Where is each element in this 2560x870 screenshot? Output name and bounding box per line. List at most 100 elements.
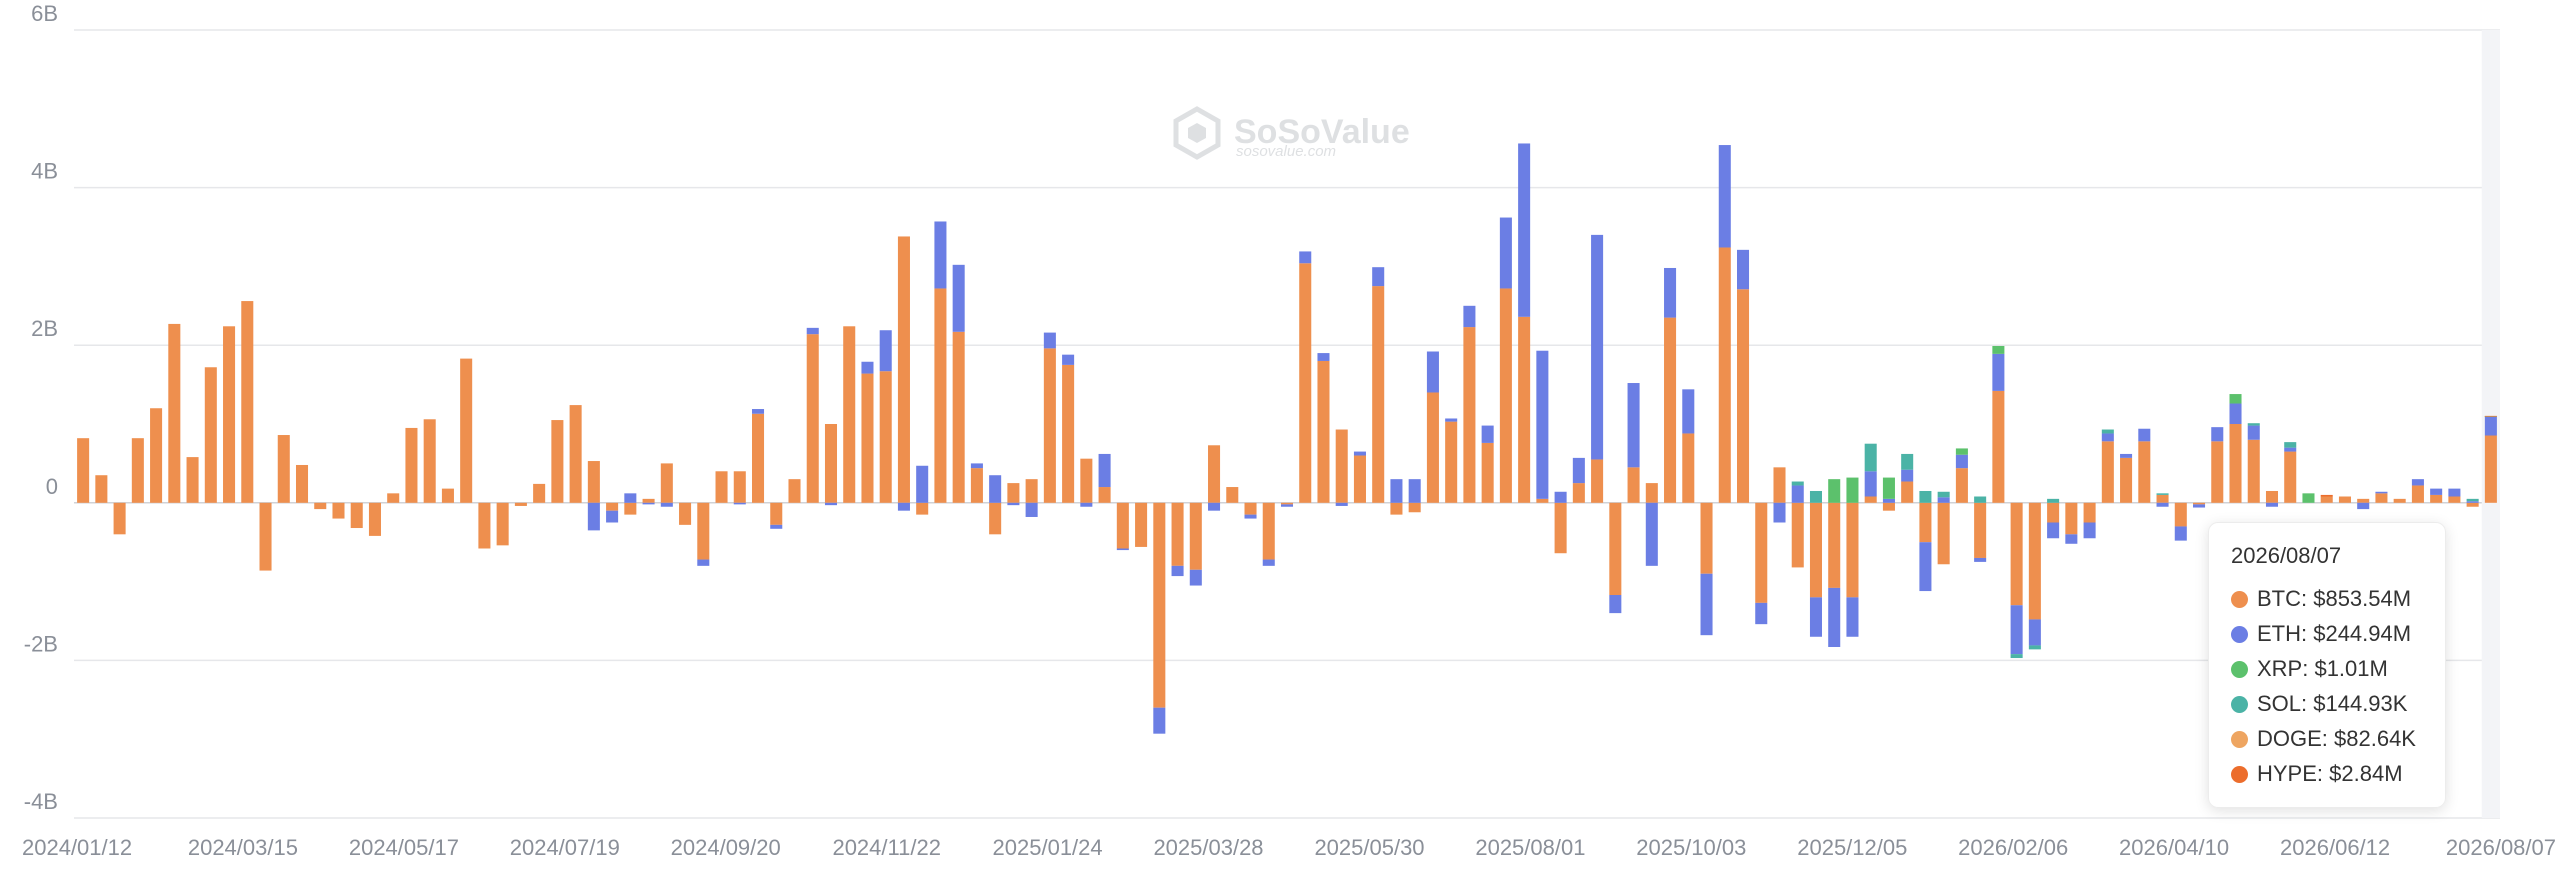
bar-btc[interactable] <box>1955 468 1968 503</box>
bar-btc[interactable] <box>1353 455 1366 503</box>
bar-eth[interactable] <box>916 465 929 503</box>
bar-btc[interactable] <box>2430 494 2443 503</box>
bar-btc[interactable] <box>2138 441 2151 503</box>
bar-btc[interactable] <box>1536 498 1549 503</box>
bar-btc[interactable] <box>478 502 491 549</box>
bar-btc[interactable] <box>387 493 400 503</box>
bar-eth[interactable] <box>1809 597 1822 637</box>
bar-sol[interactable] <box>1919 490 1932 503</box>
bar-btc[interactable] <box>1080 458 1093 503</box>
bar-eth[interactable] <box>989 475 1002 503</box>
bar-eth[interactable] <box>1664 267 1677 318</box>
bar-btc[interactable] <box>1554 502 1567 554</box>
bar-btc[interactable] <box>2120 457 2133 503</box>
bar-eth[interactable] <box>2247 425 2260 440</box>
bar-sol[interactable] <box>1937 491 1950 498</box>
bar-eth[interactable] <box>1317 353 1330 361</box>
bar-btc[interactable] <box>1937 502 1950 565</box>
bar-eth[interactable] <box>1062 354 1075 365</box>
bar-btc[interactable] <box>2247 439 2260 503</box>
bar-btc[interactable] <box>77 438 90 503</box>
bar-btc[interactable] <box>1408 502 1421 513</box>
bar-btc[interactable] <box>496 502 509 546</box>
bar-eth[interactable] <box>2484 416 2497 436</box>
bar-eth[interactable] <box>2430 488 2443 495</box>
bar-btc[interactable] <box>1280 502 1294 505</box>
bar-btc[interactable] <box>2320 496 2333 503</box>
bar-btc[interactable] <box>1007 483 1020 503</box>
bar-eth[interactable] <box>2265 502 2279 507</box>
bar-btc[interactable] <box>1682 433 1695 503</box>
bar-eth[interactable] <box>2466 501 2479 503</box>
bar-btc[interactable] <box>806 334 819 503</box>
bar-eth[interactable] <box>1208 502 1221 511</box>
bar-btc[interactable] <box>2411 485 2424 503</box>
bar-eth[interactable] <box>1445 418 1458 422</box>
bar-btc[interactable] <box>715 471 728 503</box>
bar-btc[interactable] <box>423 419 436 503</box>
bar-eth[interactable] <box>1499 217 1512 289</box>
bar-eth[interactable] <box>660 502 673 507</box>
bar-eth[interactable] <box>1992 353 2005 391</box>
bar-btc[interactable] <box>514 502 527 506</box>
bar-xrp[interactable] <box>1828 479 1841 503</box>
bar-btc[interactable] <box>788 479 801 503</box>
bar-btc[interactable] <box>569 405 582 503</box>
bar-eth[interactable] <box>2284 447 2297 452</box>
bar-eth[interactable] <box>1955 454 1968 469</box>
bar-eth[interactable] <box>2083 522 2096 539</box>
bar-eth[interactable] <box>879 330 892 372</box>
bar-eth[interactable] <box>587 502 600 531</box>
bar-btc[interactable] <box>2193 502 2206 505</box>
bar-eth[interactable] <box>1463 305 1476 328</box>
bar-btc[interactable] <box>1518 316 1531 503</box>
bar-eth[interactable] <box>2120 453 2133 458</box>
bar-eth[interactable] <box>1408 479 1421 503</box>
bar-btc[interactable] <box>1591 459 1604 503</box>
bar-btc[interactable] <box>606 502 619 511</box>
bar-btc[interactable] <box>1718 247 1731 503</box>
bar-btc[interactable] <box>1135 502 1148 547</box>
bar-btc[interactable] <box>879 371 892 503</box>
bar-btc[interactable] <box>1244 502 1257 515</box>
bar-eth[interactable] <box>2229 403 2242 424</box>
bar-btc[interactable] <box>441 488 454 503</box>
bar-btc[interactable] <box>2448 496 2461 503</box>
bar-btc[interactable] <box>1335 429 1348 503</box>
bar-btc[interactable] <box>897 236 910 503</box>
bar-xrp[interactable] <box>1846 477 1859 503</box>
bar-btc[interactable] <box>405 427 418 503</box>
bar-btc[interactable] <box>679 502 692 525</box>
bar-btc[interactable] <box>186 457 199 503</box>
bar-eth[interactable] <box>1080 502 1093 507</box>
bar-btc[interactable] <box>1499 288 1512 503</box>
bar-eth[interactable] <box>1627 383 1640 468</box>
bar-eth[interactable] <box>1098 453 1111 488</box>
bar-btc[interactable] <box>150 408 163 503</box>
bar-btc[interactable] <box>1737 289 1750 503</box>
bar-eth[interactable] <box>2174 526 2187 541</box>
bar-btc[interactable] <box>2284 451 2297 503</box>
bar-eth[interactable] <box>897 502 910 511</box>
bar-btc[interactable] <box>1974 502 1987 558</box>
bar-eth[interactable] <box>1518 143 1531 317</box>
bar-eth[interactable] <box>1974 557 1987 562</box>
bar-eth[interactable] <box>1791 485 1804 503</box>
bar-sol[interactable] <box>2156 493 2169 495</box>
bar-btc[interactable] <box>624 502 637 515</box>
bar-eth[interactable] <box>733 502 746 505</box>
bar-btc[interactable] <box>1098 487 1111 503</box>
bar-eth[interactable] <box>1244 514 1257 519</box>
bar-btc[interactable] <box>1171 502 1184 566</box>
bar-btc[interactable] <box>660 463 673 503</box>
bar-eth[interactable] <box>1700 573 1713 636</box>
bar-eth[interactable] <box>1189 569 1202 586</box>
bar-btc[interactable] <box>1372 286 1385 503</box>
bar-btc[interactable] <box>843 326 856 503</box>
bar-sol[interactable] <box>1974 496 1987 503</box>
bar-btc[interactable] <box>752 413 765 503</box>
bar-eth[interactable] <box>1481 425 1494 443</box>
bar-eth[interactable] <box>1682 389 1695 434</box>
bar-btc[interactable] <box>2229 424 2242 503</box>
bar-eth[interactable] <box>952 264 965 332</box>
